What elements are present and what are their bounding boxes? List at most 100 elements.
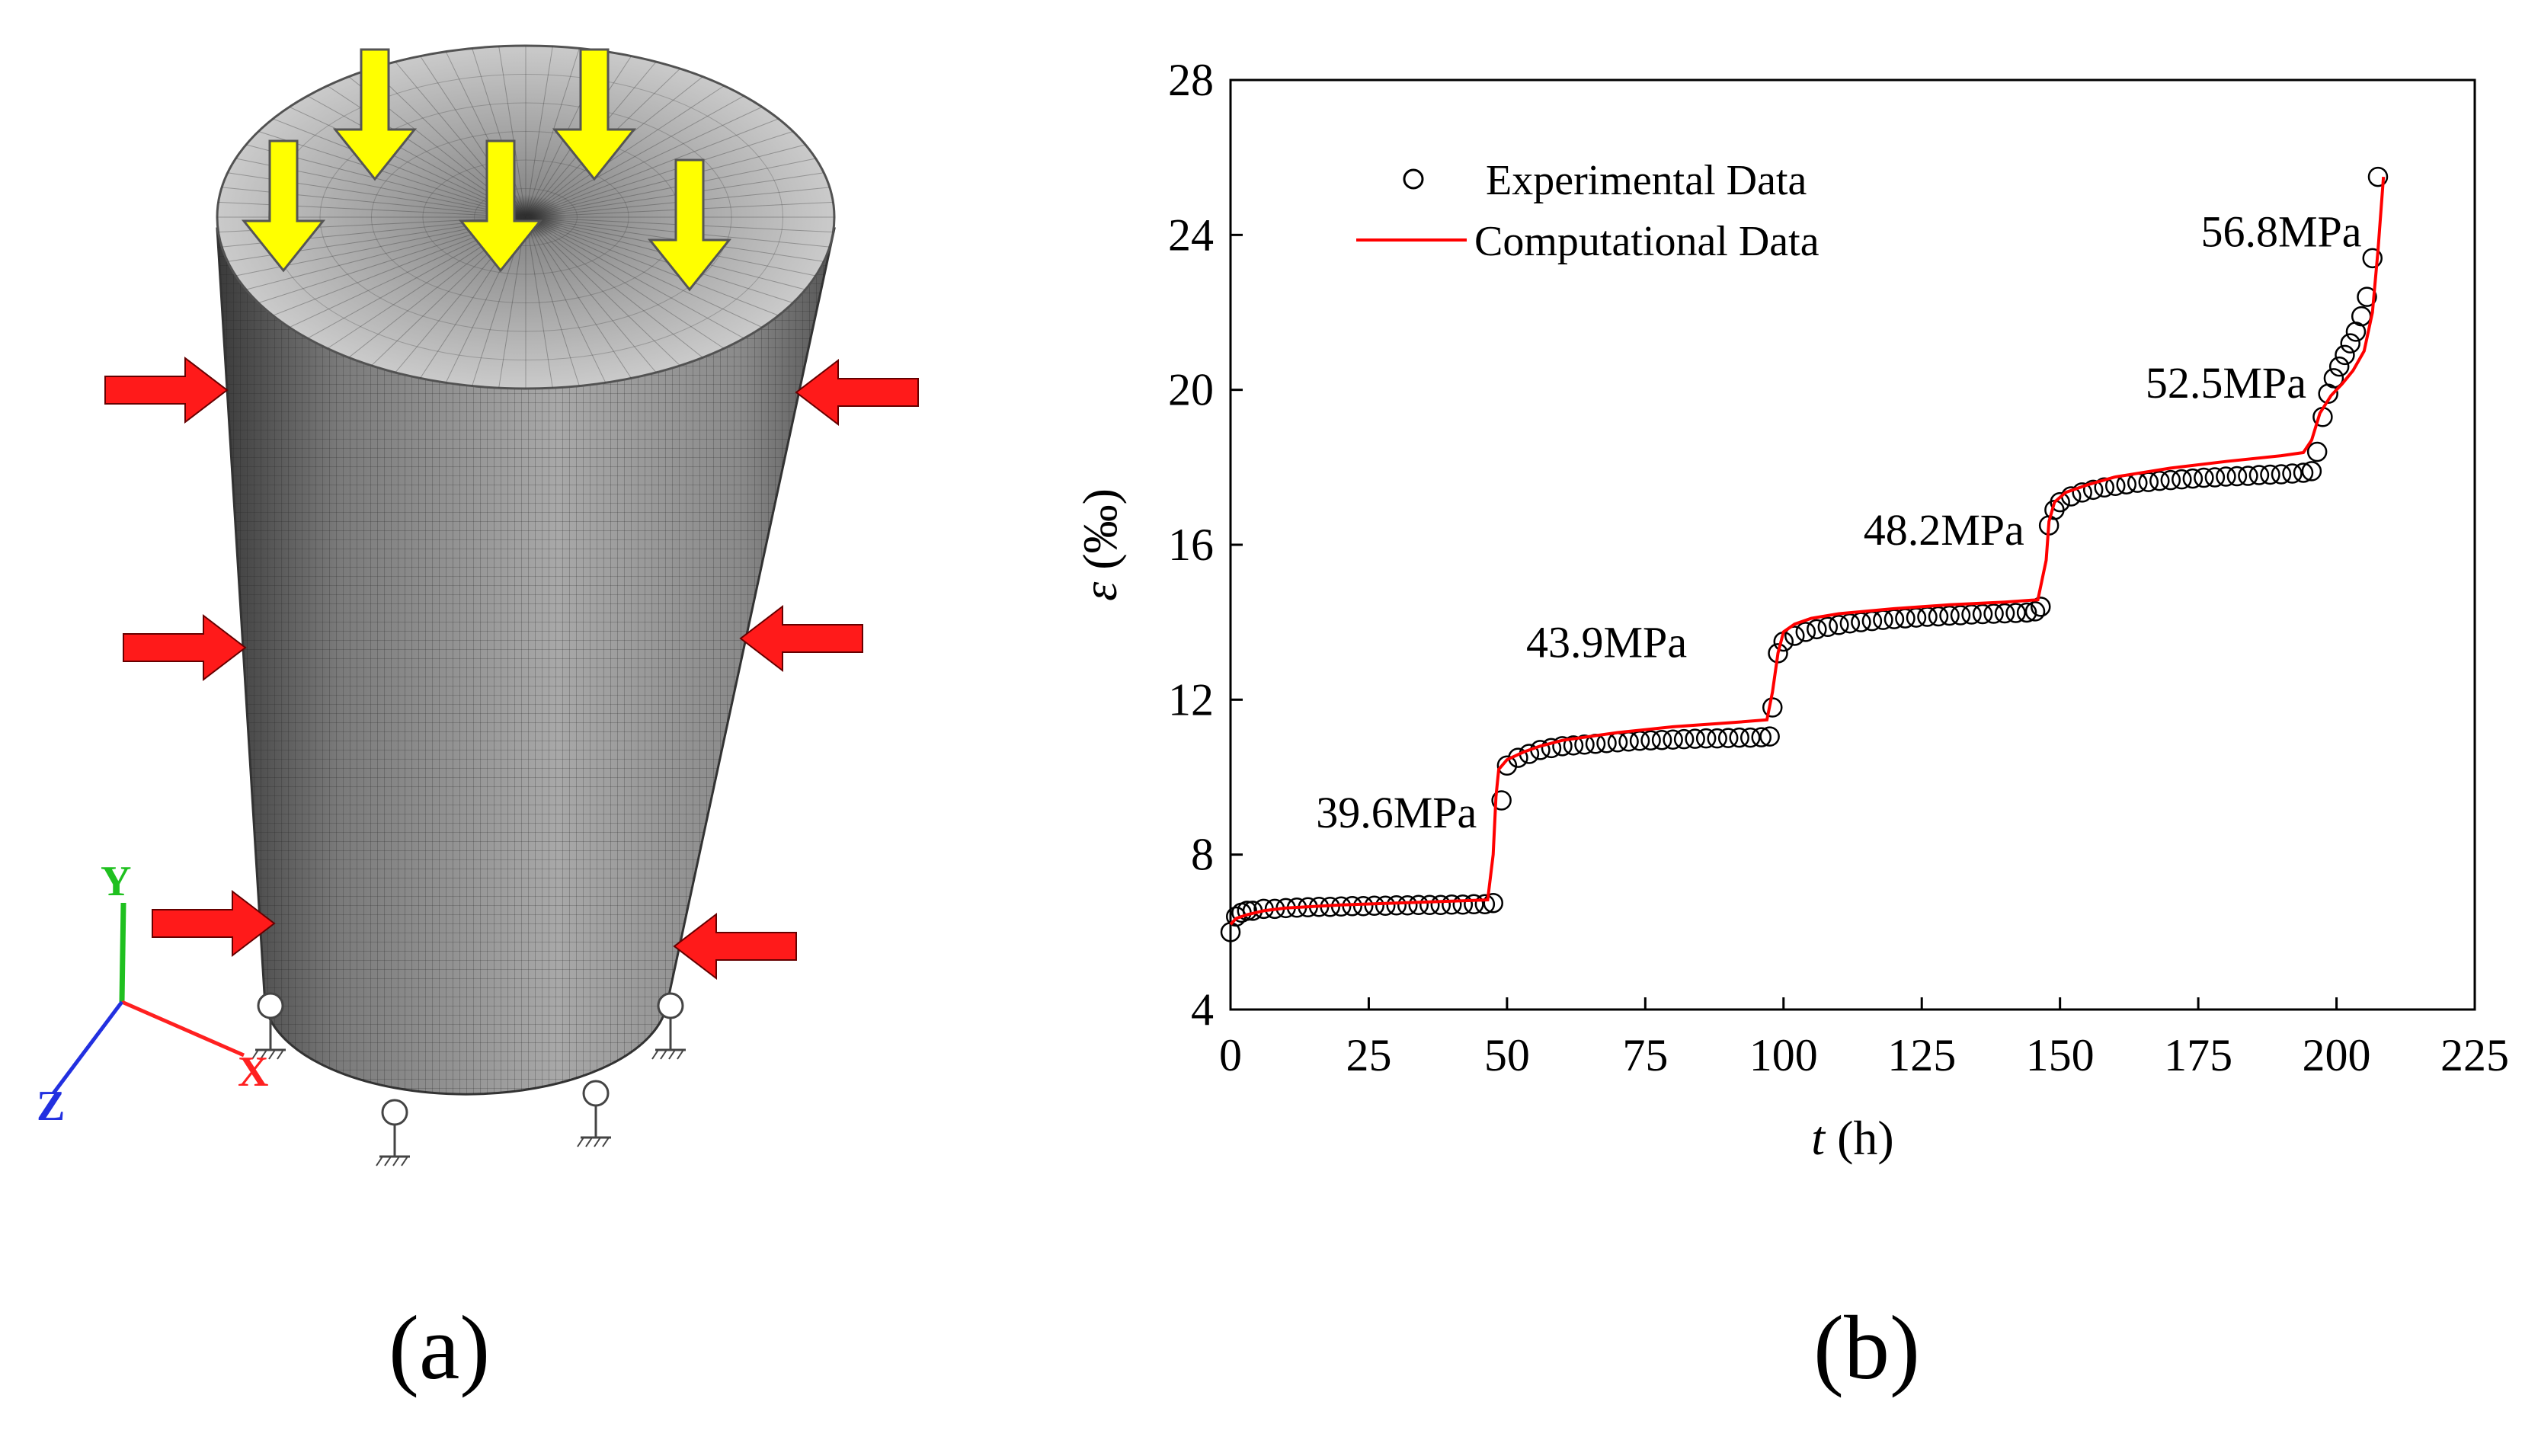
mesh-line [525, 216, 725, 349]
experimental-point [1795, 622, 1816, 642]
experimental-point [1397, 895, 1418, 916]
confining-pressure-arrow-icon [673, 912, 797, 981]
panel-a: Y X Z (a) [0, 0, 991, 1452]
experimental-point [2226, 466, 2248, 487]
experimental-point [1464, 894, 1484, 914]
x-axis-symbol: t [1811, 1111, 1826, 1165]
experimental-point [2340, 333, 2360, 354]
experimental-point [1574, 734, 1595, 755]
experimental-point [1939, 605, 1960, 626]
mesh-line [525, 106, 763, 218]
fe-model-figure: Y X Z [37, 44, 919, 1166]
vertical-load-arrows [241, 48, 732, 292]
experimental-point [1928, 606, 1949, 627]
experimental-point [2149, 470, 2170, 491]
mesh-line [525, 85, 725, 218]
experimental-point [1829, 614, 1849, 635]
experimental-point [1430, 894, 1451, 915]
chart-text: t (h) ε (‰) Experimental Data Computatio… [1073, 157, 2362, 1165]
y-tick-label: 12 [1168, 674, 1214, 725]
mesh-line [258, 131, 526, 218]
panel-b-label: (b) [1813, 1297, 1920, 1398]
experimental-point [2238, 466, 2258, 486]
experimental-point [1419, 894, 1440, 915]
experimental-point [1452, 894, 1474, 915]
mesh-line [525, 216, 703, 358]
experimental-point [1759, 726, 1780, 747]
mesh-line [525, 216, 580, 386]
experimental-point [1364, 895, 1384, 917]
x-tick-label: 225 [2440, 1030, 2509, 1080]
experimental-point [2301, 461, 2322, 482]
mesh-line [525, 48, 580, 218]
mesh-line [525, 131, 793, 218]
pin-support-icon [651, 992, 686, 1060]
y-axis-unit: (‰) [1073, 488, 1127, 582]
pin-support-icon [251, 992, 286, 1060]
mesh-line [525, 216, 553, 389]
computational-line [1229, 176, 2386, 926]
chart-marks [1220, 166, 2389, 942]
stress-level-annotation: 43.9MPa [1526, 617, 1687, 667]
x-tick-label: 50 [1484, 1030, 1530, 1080]
y-tick-label: 4 [1191, 984, 1214, 1035]
confining-pressure-arrow-icon [104, 356, 229, 424]
z-axis-label: Z [37, 1083, 65, 1130]
experimental-point [1352, 896, 1374, 917]
confining-pressure-arrows [104, 356, 919, 981]
experimental-point [2094, 477, 2114, 498]
x-tick-label: 100 [1749, 1030, 1818, 1080]
panel-a-label: (a) [389, 1297, 491, 1398]
experimental-point [2271, 464, 2292, 485]
stress-level-annotation: 39.6MPa [1316, 788, 1477, 837]
experimental-point [2031, 597, 2051, 617]
x-tick-label: 150 [2026, 1030, 2095, 1080]
legend-label-computational: Computational Data [1474, 218, 1819, 265]
mesh-line [525, 95, 744, 218]
mesh-line [525, 216, 680, 366]
experimental-point [2072, 482, 2092, 503]
experimental-point [1491, 790, 1512, 811]
mesh-line [525, 216, 779, 316]
specimen-top-face [216, 44, 836, 390]
specimen-body [216, 227, 836, 1096]
experimental-point [1237, 901, 1258, 921]
experimental-point [2204, 467, 2226, 488]
mesh-line [525, 216, 657, 373]
pin-support-icon [577, 1080, 611, 1147]
experimental-point [1640, 730, 1661, 750]
mesh-ring [216, 45, 835, 389]
y-tick-label: 24 [1168, 210, 1214, 260]
mesh-line [525, 216, 763, 328]
experimental-point [1817, 616, 1839, 638]
confining-pressure-arrow-icon [123, 613, 247, 682]
experimental-point [1839, 613, 1861, 634]
vertical-load-arrow-icon [241, 139, 326, 273]
experimental-point [2005, 603, 2026, 623]
chart-legend: Experimental Data Computational Data [1356, 157, 1819, 265]
x-tick-label: 75 [1622, 1030, 1668, 1080]
mesh-line [525, 216, 793, 303]
x-tick-label: 125 [1887, 1030, 1956, 1080]
mesh-line [525, 46, 553, 218]
x-tick-label: 175 [2164, 1030, 2232, 1080]
mesh-line [472, 48, 526, 218]
stress-level-annotation: 48.2MPa [1864, 505, 2024, 555]
experimental-point [1729, 727, 1749, 748]
vertical-load-arrow-icon [552, 48, 637, 181]
experimental-point [1651, 729, 1672, 750]
experimental-point [1496, 755, 1518, 776]
chart-axes: 0 25 50 75 100 125 150 175 200 225 4 8 12 16 20 24 28 [1168, 55, 2509, 1080]
experimental-point [1563, 735, 1584, 756]
pin-supports [251, 992, 686, 1166]
x-axis-title: t (h) [1811, 1111, 1893, 1165]
pin-support-icon [376, 1099, 410, 1166]
legend-marker-experimental [1403, 168, 1424, 190]
confining-pressure-arrow-icon [152, 889, 276, 958]
experimental-point [2282, 463, 2303, 484]
x-axis-line [120, 1000, 245, 1058]
experimental-point [2306, 441, 2328, 462]
experimental-point [2248, 465, 2270, 485]
experimental-point [1983, 603, 2004, 624]
mesh-ring [422, 159, 629, 275]
